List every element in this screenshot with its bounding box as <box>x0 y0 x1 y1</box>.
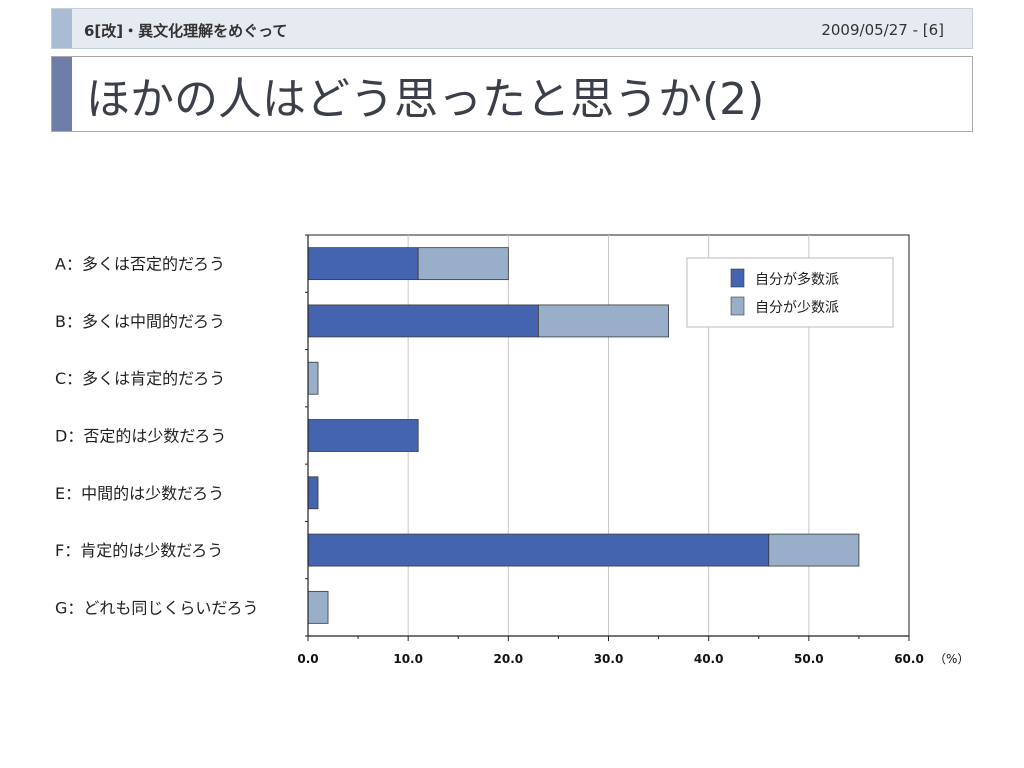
category-label: B：多くは中間的だろう <box>55 312 225 331</box>
bar-minority <box>307 590 329 624</box>
bar-majority <box>307 419 419 452</box>
legend-swatch-minority <box>730 296 745 316</box>
x-tick-label: 10.0 <box>393 652 423 666</box>
legend-label: 自分が少数派 <box>755 300 839 316</box>
bar-minority <box>537 304 670 338</box>
header-bar: 6[改]・異文化理解をめぐって 2009/05/27 - [6] <box>51 8 973 49</box>
slide-title: ほかの人はどう思ったと思うか(2) <box>86 74 765 125</box>
x-tick-label: 0.0 <box>297 652 318 666</box>
bar-majority <box>307 533 770 567</box>
category-label: F：肯定的は少数だろう <box>55 541 223 560</box>
title-accent <box>52 57 72 131</box>
bar-minority <box>768 533 860 567</box>
bar-majority <box>307 304 539 338</box>
category-label: D：否定的は少数だろう <box>55 427 226 446</box>
bar-majority <box>307 247 419 281</box>
bar-minority <box>417 247 509 281</box>
x-tick-label: 60.0 <box>894 652 924 666</box>
x-unit-label: （%） <box>934 652 969 666</box>
x-tick-label: 40.0 <box>694 652 724 666</box>
category-label: E：中間的は少数だろう <box>55 484 224 503</box>
bar-minority <box>307 361 319 395</box>
legend-box <box>686 257 894 328</box>
legend-label: 自分が多数派 <box>755 271 839 288</box>
slide-title-box: ほかの人はどう思ったと思うか(2) <box>51 56 973 132</box>
x-tick-label: 30.0 <box>594 652 624 666</box>
bar-majority <box>307 476 319 510</box>
header-accent <box>52 9 72 48</box>
header-title: 6[改]・異文化理解をめぐって <box>84 22 288 40</box>
x-tick-label: 20.0 <box>494 652 524 666</box>
category-label: A：多くは否定的だろう <box>55 255 225 274</box>
header-date: 2009/05/27 - [6] <box>821 21 944 39</box>
x-tick-label: 50.0 <box>794 652 824 666</box>
category-label: C：多くは肯定的だろう <box>55 369 225 388</box>
legend-swatch-majority <box>730 268 745 288</box>
category-label: G：どれも同じくらいだろう <box>55 598 258 617</box>
